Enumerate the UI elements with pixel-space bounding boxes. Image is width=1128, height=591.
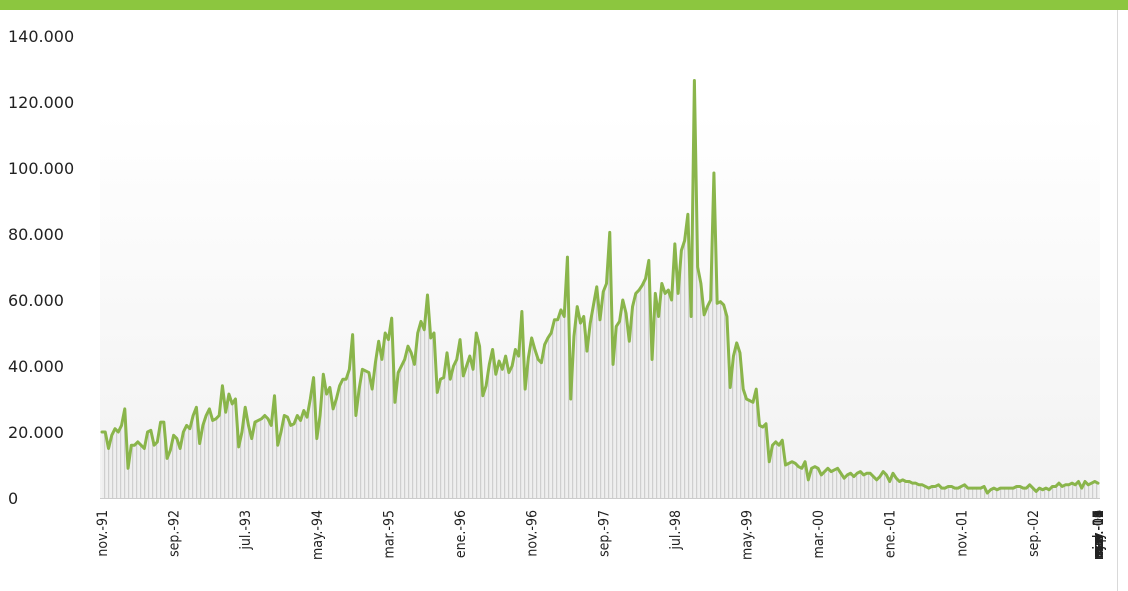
x-tick-label: jul.-08 [1091, 510, 1107, 551]
y-tick-label: 80.000 [8, 225, 64, 244]
x-tick-label: mar.-95 [381, 510, 397, 558]
x-tick-label: sep.-97 [596, 510, 612, 557]
y-tick-label: 140.000 [8, 27, 74, 46]
series-line [100, 79, 1100, 495]
x-tick-label: jul.-03 [1091, 510, 1107, 551]
x-tick-label: ene.-16 [1091, 510, 1107, 558]
x-tick-label: nov.-11 [1091, 510, 1107, 557]
x-tick-label: mar.-10 [1091, 510, 1107, 558]
top-accent-bar [0, 0, 1128, 10]
x-tick-label: ene.-96 [453, 510, 469, 558]
y-tick-label: 120.000 [8, 93, 74, 112]
y-tick-label: 0 [8, 489, 18, 508]
y-axis: 0 20.000 40.000 60.000 80.000 100.000 120.000 1… [8, 27, 74, 508]
x-tick-label: sep.-92 [167, 510, 183, 557]
series-area [102, 80, 1098, 499]
y-tick-label: 60.000 [8, 291, 64, 310]
x-tick-label: ene.-01 [883, 510, 899, 558]
y-tick-label: 100.000 [8, 159, 74, 178]
x-tick-label: nov.-96 [525, 510, 541, 557]
x-tick-label: may.-99 [740, 510, 756, 560]
x-tick-label: may.-94 [310, 510, 326, 560]
x-tick-label: may.-09 [1091, 510, 1107, 560]
x-tick-label: nov.-91 [95, 510, 111, 557]
x-tick-label: mar.-15 [1091, 510, 1107, 558]
x-tick-label: jul.-93 [238, 510, 254, 551]
x-tick-label: jul.-98 [668, 510, 684, 551]
x-tick-label: sep.-07 [1091, 510, 1107, 557]
x-tick-label: nov.-06 [1091, 510, 1107, 557]
y-tick-label: 40.000 [8, 357, 64, 376]
x-tick-label: may.-04 [1091, 510, 1107, 560]
x-tick-label: jul.-13 [1091, 510, 1107, 551]
y-tick-label: 20.000 [8, 423, 64, 442]
x-tick-label: ene.-11 [1091, 510, 1107, 558]
x-tick-label: mar.-00 [811, 510, 827, 558]
right-border-line [1117, 10, 1118, 591]
x-tick-label: may.-14 [1091, 510, 1107, 560]
x-axis: nov.-91 sep.-92 jul.-93 may.-94 mar.-95 ene.-… [95, 510, 1107, 560]
x-tick-label: ene.-06 [1091, 510, 1107, 558]
x-tick-label: sep.-02 [1026, 510, 1042, 557]
x-tick-label: sep.-12 [1091, 510, 1107, 557]
x-tick-label: mar.-05 [1091, 510, 1107, 558]
x-tick-label: nov.-01 [954, 510, 970, 557]
